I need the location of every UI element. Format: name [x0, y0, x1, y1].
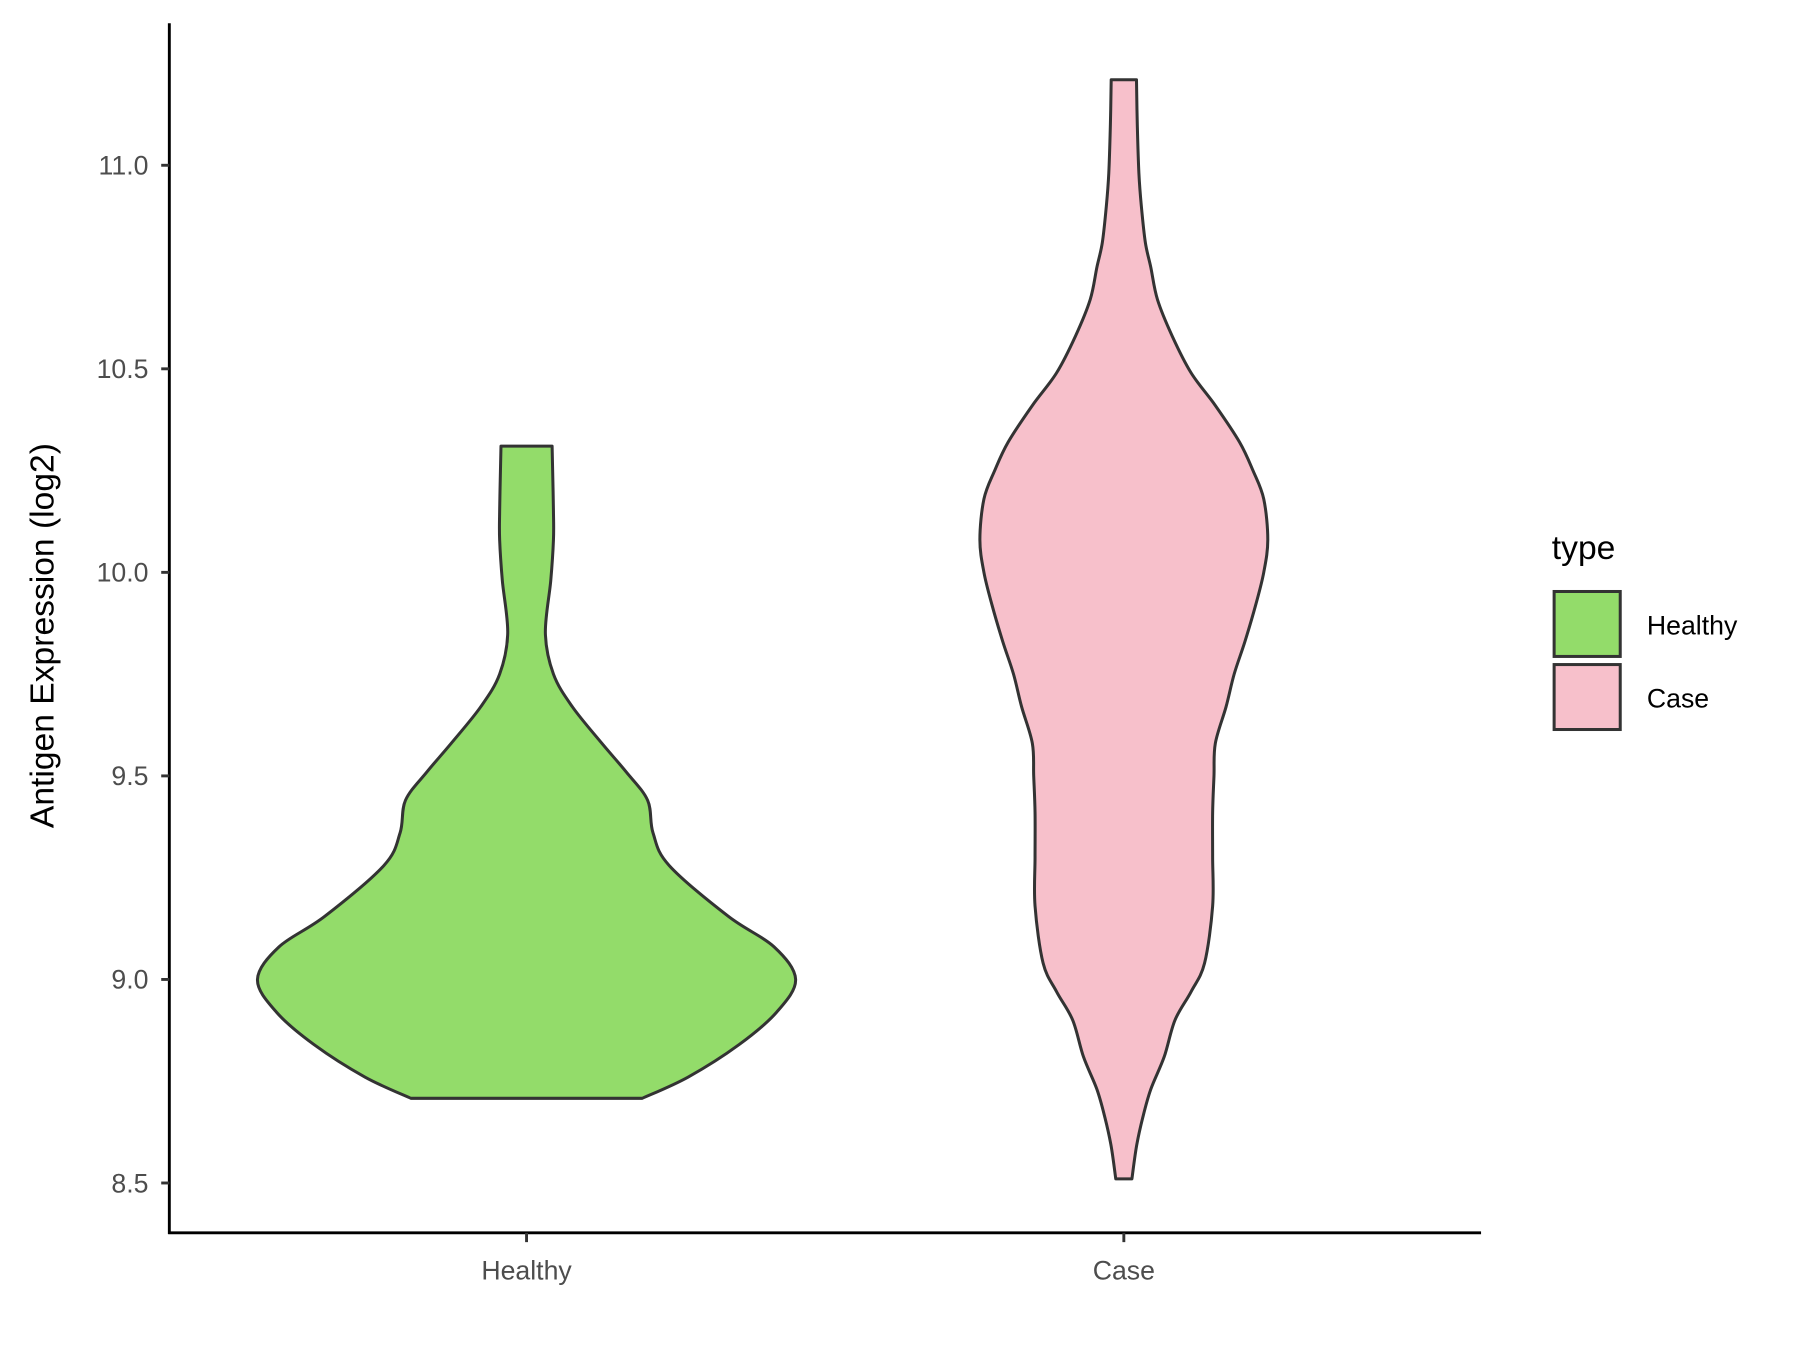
y-ticks: 8.5 9.0 9.5 10.0 10.5 11.0 [97, 151, 170, 1198]
y-tick-label: 9.0 [111, 965, 148, 995]
violin-case [978, 78, 1270, 1181]
legend: type Healthy Case [1552, 530, 1738, 732]
y-tick-label: 8.5 [111, 1168, 148, 1198]
violins [255, 78, 1270, 1181]
legend-key-healthy [1552, 589, 1622, 658]
violin-healthy [255, 444, 798, 1100]
legend-label: Healthy [1647, 610, 1738, 640]
y-tick-label: 11.0 [99, 151, 149, 181]
x-ticks: Healthy Case [481, 1232, 1155, 1285]
y-tick-label: 9.5 [111, 761, 148, 791]
y-tick-label: 10.5 [97, 354, 149, 384]
x-tick-label: Healthy [481, 1255, 572, 1285]
legend-label: Case [1647, 683, 1709, 713]
legend-key-case [1552, 663, 1622, 732]
y-tick-label: 10.0 [97, 558, 149, 588]
legend-title: type [1552, 530, 1616, 567]
x-tick-label: Case [1093, 1255, 1155, 1285]
y-axis-title: Antigen Expression (log2) [24, 443, 61, 828]
